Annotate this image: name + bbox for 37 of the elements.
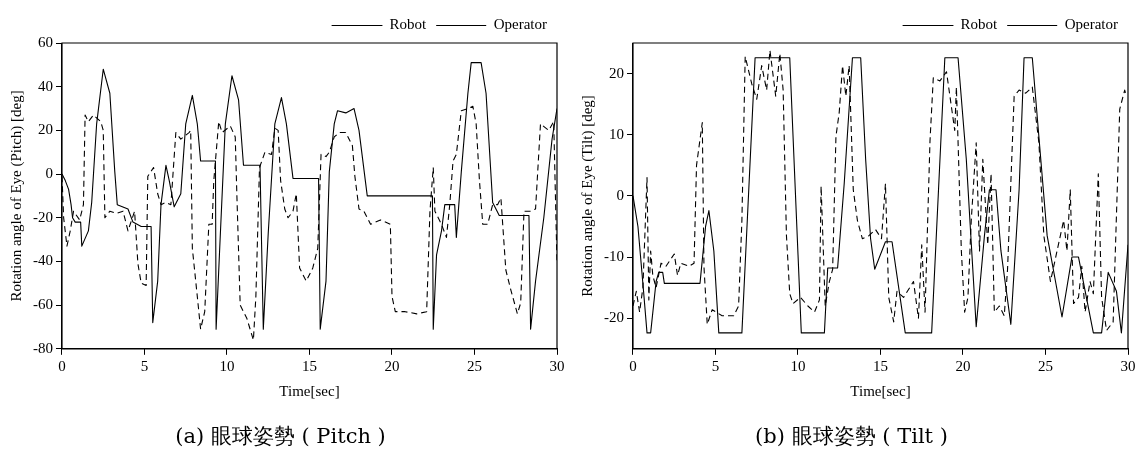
y-tick-label: -20 [33,208,53,225]
y-tick-label: 20 [38,121,53,138]
x-tick-label: 30 [549,357,565,374]
legend-label: Operator [1064,16,1119,33]
x-tick-label: 25 [1038,357,1053,374]
x-tick-label: 15 [873,357,888,374]
x-axis-title: Time[sec] [279,382,340,399]
x-tick-label: 20 [955,357,971,374]
y-tick-label: -80 [33,339,53,356]
text: (b) 眼球姿勢 ( Tilt ) [755,423,948,448]
x-tick-label: 5 [140,357,149,374]
legend-label: Robot [389,16,428,33]
x-tick-label: 15 [302,357,317,374]
x-tick-label: 0 [629,357,637,374]
x-tick-label: 0 [58,357,66,374]
y-tick-label: -60 [33,296,53,313]
y-axis-title: Rotation angle of Eye (Tilt) [deg] [578,95,596,297]
y-tick-label: 0 [616,186,624,203]
y-tick-label: 60 [38,33,53,50]
x-tick-label: 30 [1120,357,1136,374]
legend-label: Robot [960,16,999,33]
text: (a) 眼球姿勢 ( Pitch ) [175,423,386,448]
y-tick-label: -40 [33,252,53,269]
y-tick-label: 10 [609,125,624,142]
y-tick-label: 0 [45,164,53,181]
y-tick-label: -20 [604,309,624,326]
x-tick-label: 5 [711,357,720,374]
y-tick-label: 20 [609,64,624,81]
x-axis-title: Time[sec] [850,382,911,399]
x-tick-label: 10 [219,357,235,374]
x-tick-label: 10 [790,357,806,374]
legend-label: Operator [493,16,548,33]
x-tick-label: 25 [467,357,482,374]
y-tick-label: 40 [38,77,53,94]
x-tick-label: 20 [384,357,400,374]
y-axis-title: Rotation angle of Eye (Pitch) [deg] [7,90,25,302]
y-tick-label: -10 [604,248,624,264]
